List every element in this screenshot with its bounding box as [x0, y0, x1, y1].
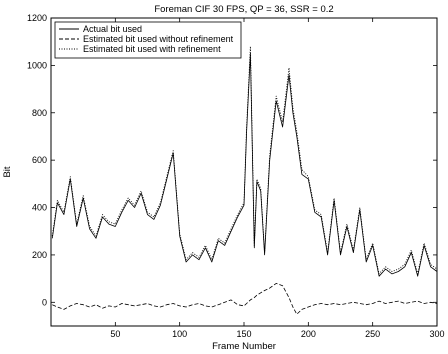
- legend-label-1: Actual bit used: [83, 24, 142, 34]
- y-tick-label: 0: [42, 297, 47, 307]
- y-tick-label: 600: [32, 155, 47, 165]
- legend-label-3: Estimated bit used with refinement: [83, 44, 221, 54]
- legend-label-2: Estimated bit used without refinement: [83, 34, 234, 44]
- y-tick-label: 1200: [27, 13, 47, 23]
- x-tick-label: 150: [236, 329, 251, 339]
- x-tick-label: 50: [110, 329, 120, 339]
- y-axis-label: Bit: [2, 166, 13, 177]
- x-axis-label: Frame Number: [212, 341, 276, 352]
- x-tick-label: 300: [429, 329, 444, 339]
- y-tick-label: 200: [32, 250, 47, 260]
- axis-ticks: 50 100 150 200 250 300 0 200 400 600 800 1000 1200: [27, 13, 445, 339]
- legend-box: [54, 21, 242, 59]
- chart-title: Foreman CIF 30 FPS, QP = 36, SSR = 0.2: [154, 4, 333, 15]
- x-tick-label: 200: [301, 329, 316, 339]
- plot-area: [50, 17, 438, 327]
- y-tick-label: 1000: [27, 60, 47, 70]
- series-line-1: [51, 53, 438, 277]
- x-tick-label: 100: [172, 329, 187, 339]
- series-layer: [51, 45, 438, 315]
- series-line-2: [52, 282, 438, 315]
- y-tick-label: 800: [32, 108, 47, 118]
- x-tick-label: 250: [365, 329, 380, 339]
- y-tick-label: 400: [32, 203, 47, 213]
